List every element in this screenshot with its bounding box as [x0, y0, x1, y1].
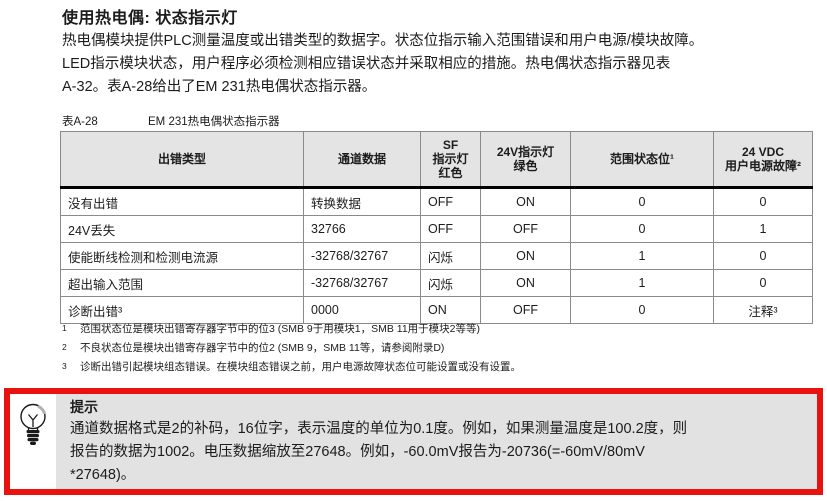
table-cell: 0 [570, 296, 714, 324]
footnote: 2 不良状态位是模块出错寄存器字节中的位2 (SMB 9，SMB 11等，请参阅附… [62, 339, 521, 358]
table-cell: 1 [713, 215, 813, 243]
table-cell: OFF [420, 187, 481, 216]
column-header-error-type: 出错类型 [60, 131, 304, 189]
column-header-channel-data: 通道数据 [303, 131, 421, 189]
tip-text-line: 报告的数据为1002。电压数据缩放至27648。例如，-60.0mV报告为-20… [70, 444, 645, 460]
tip-title: 提示 [70, 399, 98, 415]
column-header-range-status-bit: 范围状态位¹ [570, 131, 714, 189]
table-cell: 0 [713, 242, 813, 270]
column-header-24vdc-power-fault: 24 VDC 用户电源故障² [713, 131, 813, 189]
status-indicator-table: 出错类型 通道数据 SF 指示灯 红色 24V指示灯 绿色 范围状态位¹ 24 … [60, 131, 813, 324]
table-cell: OFF [420, 215, 481, 243]
table-cell: -32768/32767 [303, 242, 421, 270]
intro-paragraph: 热电偶模块提供PLC测量温度或出错类型的数据字。状态位指示输入范围错误和用户电源… [62, 30, 703, 99]
table-cell: 注释³ [713, 296, 813, 324]
column-header-sf-led: SF 指示灯 红色 [420, 131, 481, 189]
table-cell: OFF [480, 215, 571, 243]
footnote-number: 2 [62, 342, 67, 352]
table-cell: 没有出错 [60, 187, 304, 216]
table-cell: 使能断线检测和检测电流源 [60, 242, 304, 270]
intro-line: LED指示模块状态，用户程序必须检测相应错误状态并采取相应的措施。热电偶状态指示… [62, 56, 671, 72]
table-cell: 闪烁 [420, 242, 481, 270]
table-caption-label: 表A-28 [62, 116, 98, 128]
table-cell: ON [480, 269, 571, 297]
table-caption: 表A-28 EM 231热电偶状态指示器 [62, 113, 280, 129]
table-cell: 0 [570, 187, 714, 216]
table-cell: 24V丢失 [60, 215, 304, 243]
footnote-text: 诊断出错引起模块组态错误。在模块组态错误之前，用户电源故障状态位可能设置或没有设… [80, 361, 521, 373]
table-caption-title: EM 231热电偶状态指示器 [148, 116, 280, 128]
tip-text-line: *27648)。 [70, 467, 136, 483]
lightbulb-icon [20, 403, 46, 445]
table-row: 24V丢失 32766 OFF OFF 0 1 [60, 215, 813, 243]
table-cell: OFF [480, 296, 571, 324]
table-cell: 1 [570, 269, 714, 297]
table-cell: ON [480, 187, 571, 216]
footnote-number: 3 [62, 361, 67, 371]
table-cell: 0 [713, 187, 813, 216]
table-row: 没有出错 转换数据 OFF ON 0 0 [60, 187, 813, 216]
tip-highlight-box: 提示 通道数据格式是2的补码，16位字，表示温度的单位为0.1度。例如，如果测量… [4, 388, 823, 495]
page-title: 使用热电偶: 状态指示灯 [62, 10, 238, 27]
footnote: 1 范围状态位是模块出错寄存器字节中的位3 (SMB 9于用模块1，SMB 11用… [62, 320, 521, 339]
table-cell: 诊断出错³ [60, 296, 304, 324]
table-cell: -32768/32767 [303, 269, 421, 297]
table-cell: 0000 [303, 296, 421, 324]
tip-text-line: 通道数据格式是2的补码，16位字，表示温度的单位为0.1度。例如，如果测量温度是… [70, 421, 688, 437]
table-cell: 闪烁 [420, 269, 481, 297]
intro-line: A-32。表A-28给出了EM 231热电偶状态指示器。 [62, 79, 377, 95]
footnote: 3 诊断出错引起模块组态错误。在模块组态错误之前，用户电源故障状态位可能设置或没有… [62, 358, 521, 377]
table-cell: 1 [570, 242, 714, 270]
footnote-number: 1 [62, 323, 67, 333]
table-row: 诊断出错³ 0000 ON OFF 0 注释³ [60, 296, 813, 324]
intro-line: 热电偶模块提供PLC测量温度或出错类型的数据字。状态位指示输入范围错误和用户电源… [62, 33, 704, 49]
table-row: 使能断线检测和检测电流源 -32768/32767 闪烁 ON 1 0 [60, 242, 813, 270]
table-cell: 32766 [303, 215, 421, 243]
footnote-text: 范围状态位是模块出错寄存器字节中的位3 (SMB 9于用模块1，SMB 11用于… [80, 323, 481, 335]
tip-content: 提示 通道数据格式是2的补码，16位字，表示温度的单位为0.1度。例如，如果测量… [56, 394, 817, 489]
footnotes: 1 范围状态位是模块出错寄存器字节中的位3 (SMB 9于用模块1，SMB 11用… [62, 320, 521, 377]
column-header-24v-led: 24V指示灯 绿色 [480, 131, 571, 189]
table-cell: 0 [570, 215, 714, 243]
footnote-text: 不良状态位是模块出错寄存器字节中的位2 (SMB 9，SMB 11等，请参阅附录… [80, 342, 445, 354]
table-cell: 0 [713, 269, 813, 297]
table-cell: ON [480, 242, 571, 270]
table-cell: ON [420, 296, 481, 324]
table-row: 超出输入范围 -32768/32767 闪烁 ON 1 0 [60, 269, 813, 297]
table-header-row: 出错类型 通道数据 SF 指示灯 红色 24V指示灯 绿色 范围状态位¹ 24 … [60, 131, 813, 189]
table-cell: 转换数据 [303, 187, 421, 216]
table-cell: 超出输入范围 [60, 269, 304, 297]
tip-icon-column [10, 394, 56, 489]
